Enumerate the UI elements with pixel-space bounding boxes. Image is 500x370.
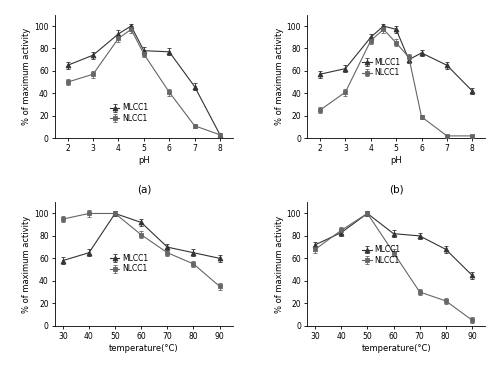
X-axis label: temperature(°C): temperature(°C) [362, 344, 431, 353]
Y-axis label: % of maximum activity: % of maximum activity [22, 215, 32, 313]
X-axis label: pH: pH [390, 156, 402, 165]
Legend: MLCC1, NLCC1: MLCC1, NLCC1 [108, 252, 150, 275]
X-axis label: pH: pH [138, 156, 149, 165]
Y-axis label: % of maximum activity: % of maximum activity [22, 28, 32, 125]
Y-axis label: % of maximum activity: % of maximum activity [275, 28, 284, 125]
Text: (b): (b) [389, 185, 404, 195]
Legend: MLCC1, NLCC1: MLCC1, NLCC1 [361, 56, 403, 79]
X-axis label: temperature(°C): temperature(°C) [109, 344, 178, 353]
Legend: MLCC1, NLCC1: MLCC1, NLCC1 [108, 102, 150, 124]
Legend: MLCC1, NLCC1: MLCC1, NLCC1 [361, 244, 403, 266]
Y-axis label: % of maximum activity: % of maximum activity [275, 215, 284, 313]
Text: (a): (a) [136, 185, 151, 195]
